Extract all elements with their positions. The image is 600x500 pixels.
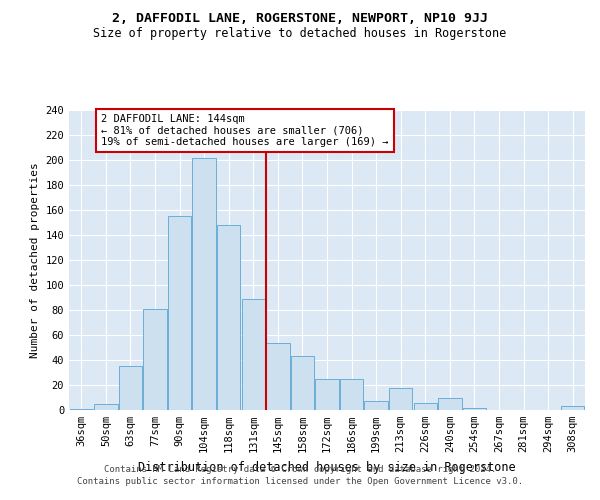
- Bar: [70, 409, 93, 410]
- Bar: [389, 388, 412, 410]
- Bar: [413, 402, 437, 410]
- Bar: [316, 379, 338, 410]
- Bar: [94, 404, 118, 410]
- Bar: [340, 379, 363, 410]
- Bar: [364, 401, 388, 410]
- Bar: [242, 298, 265, 410]
- Bar: [119, 366, 142, 410]
- Bar: [291, 356, 314, 410]
- Text: Contains public sector information licensed under the Open Government Licence v3: Contains public sector information licen…: [77, 477, 523, 486]
- Text: 2 DAFFODIL LANE: 144sqm
← 81% of detached houses are smaller (706)
19% of semi-d: 2 DAFFODIL LANE: 144sqm ← 81% of detache…: [101, 114, 388, 147]
- Text: Contains HM Land Registry data © Crown copyright and database right 2024.: Contains HM Land Registry data © Crown c…: [104, 465, 496, 474]
- Bar: [438, 398, 461, 410]
- Bar: [561, 406, 584, 410]
- Y-axis label: Number of detached properties: Number of detached properties: [30, 162, 40, 358]
- Bar: [193, 158, 216, 410]
- Bar: [266, 342, 290, 410]
- Bar: [463, 408, 486, 410]
- Bar: [168, 216, 191, 410]
- Text: 2, DAFFODIL LANE, ROGERSTONE, NEWPORT, NP10 9JJ: 2, DAFFODIL LANE, ROGERSTONE, NEWPORT, N…: [112, 12, 488, 26]
- X-axis label: Distribution of detached houses by size in Rogerstone: Distribution of detached houses by size …: [138, 460, 516, 473]
- Text: Size of property relative to detached houses in Rogerstone: Size of property relative to detached ho…: [94, 28, 506, 40]
- Bar: [143, 308, 167, 410]
- Bar: [217, 225, 241, 410]
